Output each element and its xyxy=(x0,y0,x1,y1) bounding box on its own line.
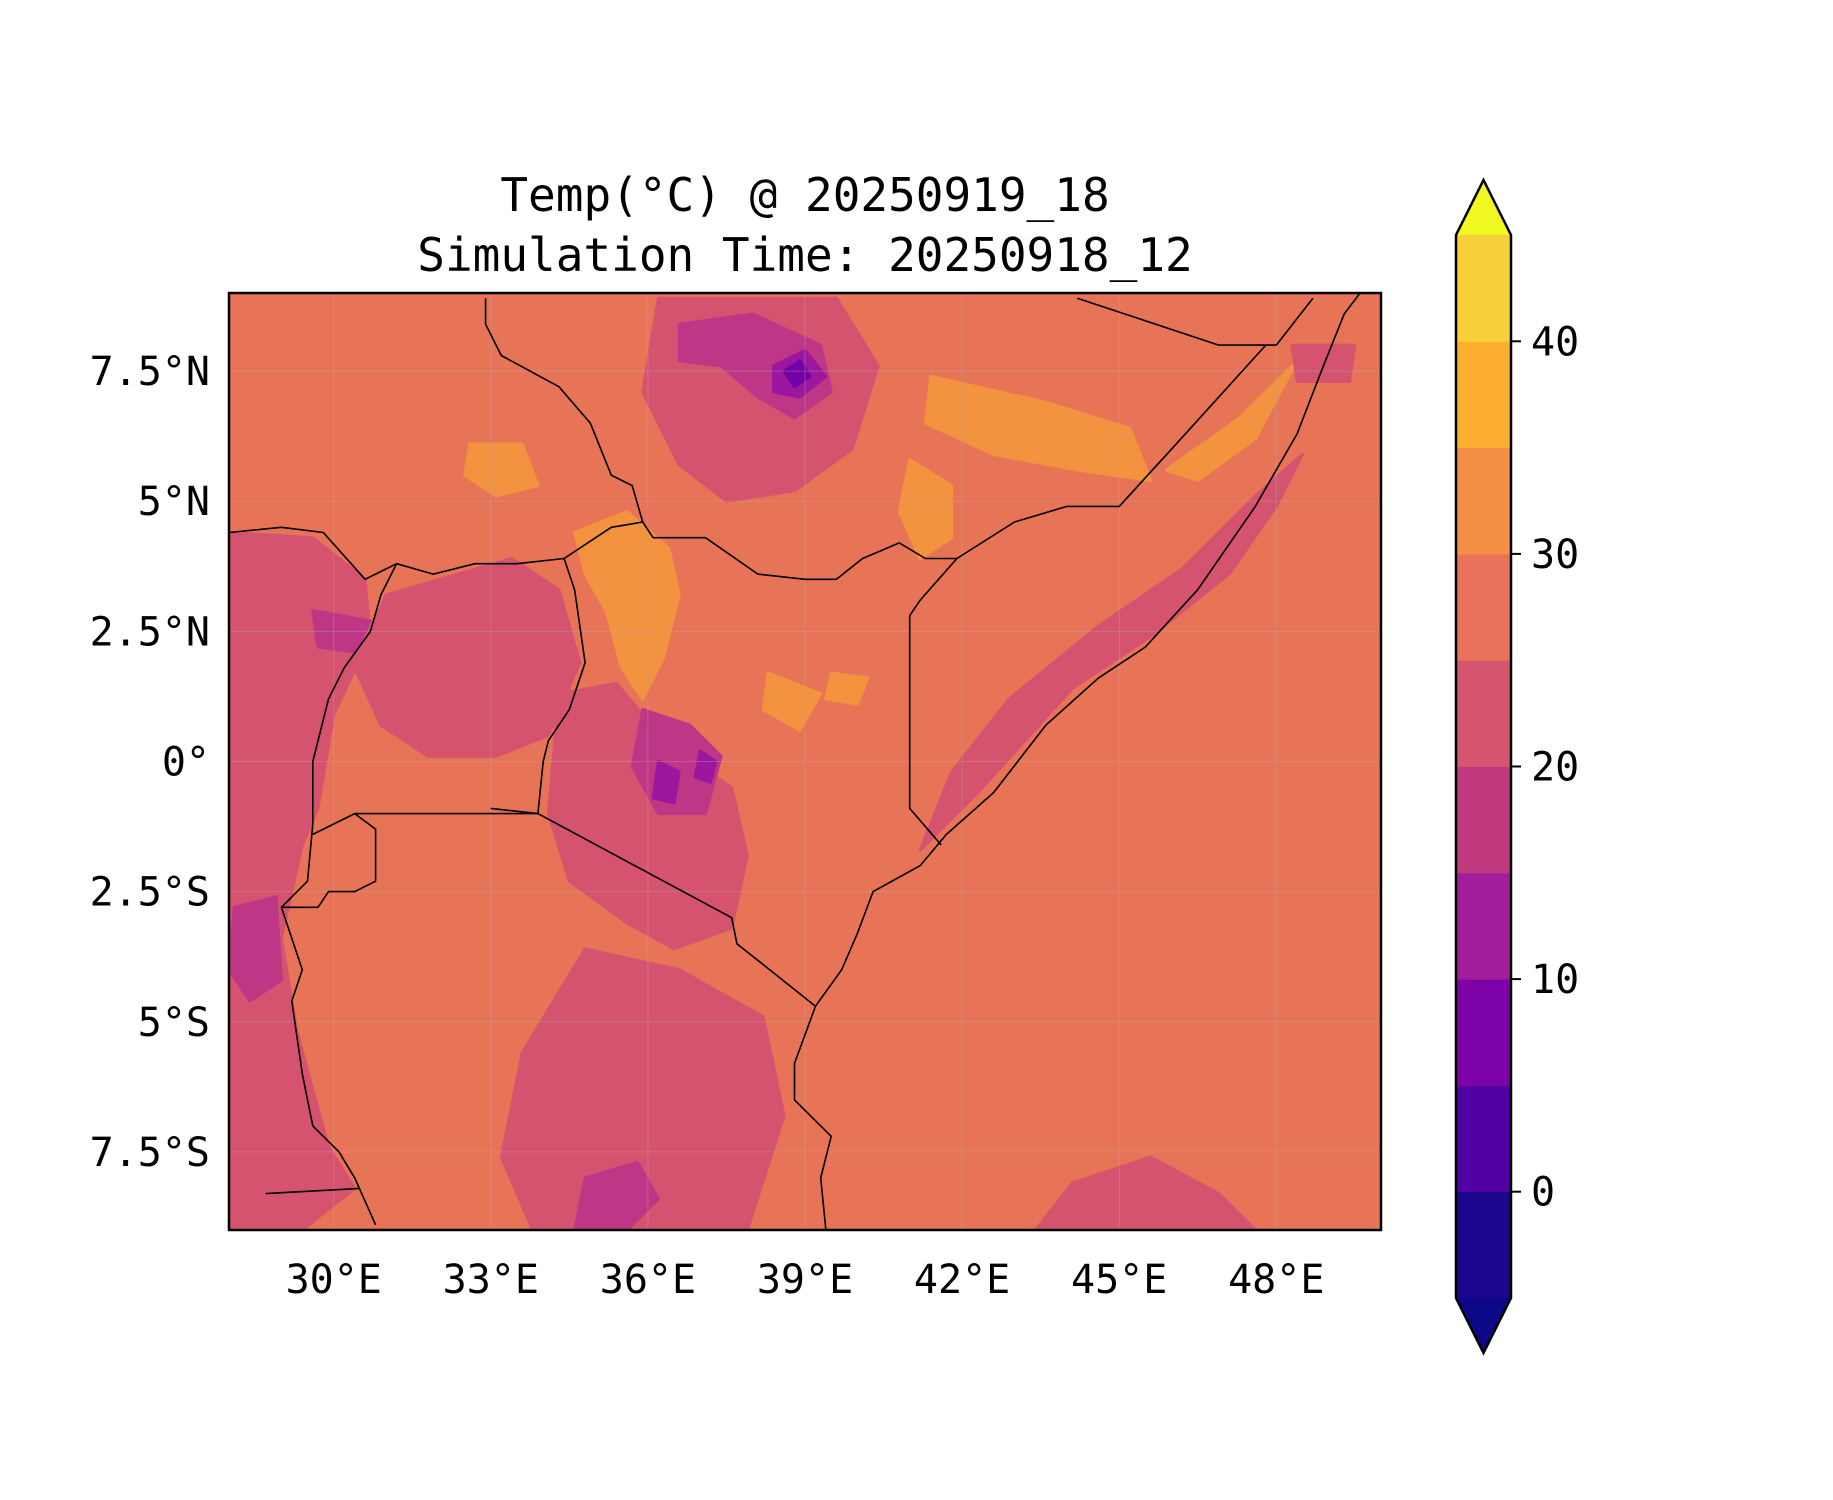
lon-tick-label: 36°E xyxy=(600,1257,696,1303)
boundary-line-3 xyxy=(563,521,957,581)
colorbar-segment xyxy=(1456,341,1511,449)
lon-tick-label: 48°E xyxy=(1228,1257,1324,1303)
colorbar-segment xyxy=(1456,872,1511,980)
lat-tick-label: 5°S xyxy=(138,1000,210,1046)
colorbar-segment xyxy=(1456,235,1511,342)
country-boundaries xyxy=(229,293,1361,1230)
colorbar-outline xyxy=(1454,177,1513,1356)
temperature-region-7 xyxy=(229,531,372,1230)
colorbar-segment xyxy=(1456,447,1511,555)
colorbar-segment xyxy=(1456,660,1511,767)
colorbar-extend-high xyxy=(1456,180,1511,235)
temperature-region-10 xyxy=(499,947,786,1230)
boundary-line-11 xyxy=(956,344,1267,560)
boundary-line-10 xyxy=(265,1187,360,1195)
boundary-line-7 xyxy=(281,812,377,909)
boundary-line-1 xyxy=(537,812,816,1007)
temperature-region-22 xyxy=(693,749,718,784)
lat-tick-label: 2.5°N xyxy=(90,609,210,655)
colorbar-extend-low xyxy=(1456,1298,1511,1353)
colorbar: 0 10 20 30 40 xyxy=(1454,177,1579,1356)
boundary-line-0 xyxy=(908,557,958,846)
lat-tick-label: 7.5°N xyxy=(90,349,210,395)
boundary-line-4 xyxy=(229,526,397,581)
longitude-axis: 30°E 33°E 36°E 39°E 42°E 45°E 48°E xyxy=(286,1257,1325,1303)
colorbar-segment xyxy=(1456,553,1511,661)
title-simulation-time: Simulation Time: 20250918_12 xyxy=(417,228,1193,282)
temperature-region-6 xyxy=(824,671,870,706)
lat-tick-label: 2.5°S xyxy=(90,870,210,916)
boundary-line-6 xyxy=(280,563,398,1226)
temperature-region-4 xyxy=(1164,359,1299,482)
temperature-region-5 xyxy=(761,671,823,732)
lon-tick-label: 42°E xyxy=(914,1257,1010,1303)
map-frame xyxy=(227,291,1383,1232)
colorbar-segment xyxy=(1456,979,1511,1086)
colorbar-tick-label: 40 xyxy=(1531,319,1579,365)
lon-tick-label: 33°E xyxy=(443,1257,539,1303)
map-gridlines xyxy=(229,293,1381,1230)
lat-tick-label: 5°N xyxy=(138,479,210,525)
lon-tick-label: 45°E xyxy=(1071,1257,1167,1303)
lat-tick-label: 7.5°S xyxy=(90,1130,210,1176)
boundary-line-15 xyxy=(793,1005,833,1230)
colorbar-segment xyxy=(1456,766,1511,874)
temperature-region-3 xyxy=(897,458,954,560)
title-valid-time: Temp(°C) @ 20250919_18 xyxy=(500,168,1110,222)
boundary-line-5 xyxy=(484,298,644,523)
temperature-region-21 xyxy=(651,760,681,805)
lon-tick-label: 30°E xyxy=(286,1257,382,1303)
boundary-line-14 xyxy=(814,293,1361,1007)
temperature-region-12 xyxy=(918,452,1304,852)
boundary-line-13 xyxy=(1275,297,1314,346)
temperature-region-2 xyxy=(923,374,1153,482)
temperature-region-8 xyxy=(353,557,582,758)
temperature-region-19 xyxy=(573,1160,660,1230)
colorbar-segment xyxy=(1456,1085,1511,1193)
latitude-axis: 7.5°N 5°N 2.5°N 0° 2.5°S 5°S 7.5°S xyxy=(90,349,210,1176)
colorbar-tick-label: 20 xyxy=(1531,745,1579,791)
colorbar-tick-label: 30 xyxy=(1531,532,1579,578)
temperature-region-14 xyxy=(1290,343,1357,383)
temperature-map xyxy=(229,293,1381,1230)
lon-tick-label: 39°E xyxy=(757,1257,853,1303)
colorbar-tick-label: 10 xyxy=(1531,957,1579,1003)
temperature-region-13 xyxy=(1033,1155,1257,1230)
temperature-region-23 xyxy=(782,359,812,389)
colorbar-segment xyxy=(1456,1191,1511,1299)
colorbar-tick-label: 0 xyxy=(1531,1170,1555,1216)
lat-tick-label: 0° xyxy=(162,740,210,786)
boundary-line-2 xyxy=(396,557,586,815)
temperature-region-1 xyxy=(463,442,540,498)
plot-title: Temp(°C) @ 20250919_18 Simulation Time: … xyxy=(229,165,1381,285)
boundary-line-8 xyxy=(312,812,356,836)
boundary-line-12 xyxy=(1077,297,1277,346)
